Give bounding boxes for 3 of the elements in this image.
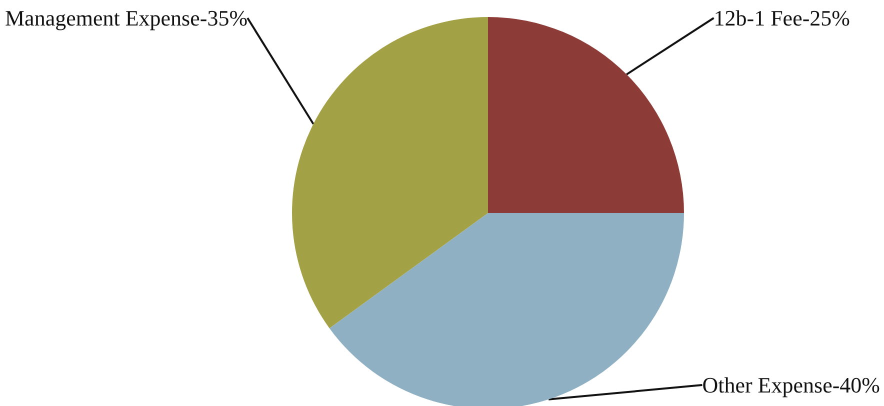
- slice-label: Management Expense-35%: [5, 6, 248, 30]
- slice-label: Other Expense-40%: [702, 372, 880, 398]
- slice-label: 12b-1 Fee-25%: [714, 6, 850, 30]
